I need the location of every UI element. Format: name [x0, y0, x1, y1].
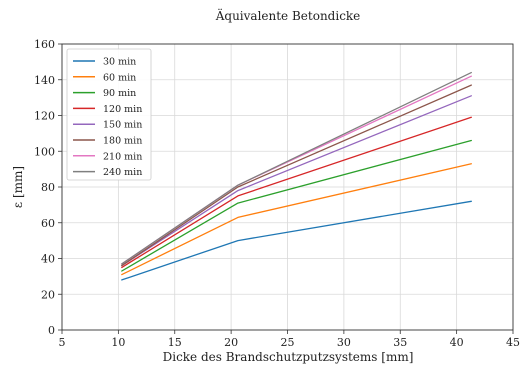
y-tick-label: 100	[34, 145, 55, 158]
y-tick-label: 40	[41, 253, 55, 266]
series-line-30-min	[121, 200, 472, 281]
x-tick-label: 15	[168, 336, 182, 349]
legend: 30 min 60 min 90 min 120 min 150 min 180 min 2…	[66, 48, 152, 181]
legend-entry: 90 min	[103, 88, 136, 99]
legend-entry: 150 min	[103, 120, 142, 131]
y-axis-label: ε [mm]	[11, 166, 25, 208]
series-line-120-min	[121, 116, 472, 269]
x-tick-label: 10	[111, 336, 125, 349]
axis-ticks: 5 10 15 20 25 30 35 40 45 0 20 40 60 80 100 120 140 160	[34, 38, 520, 349]
series-line-240-min	[121, 71, 472, 265]
series-line-150-min	[121, 95, 472, 267]
legend-entry: 30 min	[103, 57, 136, 68]
y-tick-label: 0	[48, 324, 55, 337]
x-tick-label: 20	[224, 336, 238, 349]
y-tick-label: 60	[41, 217, 55, 230]
series-line-180-min	[121, 84, 472, 267]
x-tick-label: 25	[281, 336, 295, 349]
x-tick-label: 30	[337, 336, 351, 349]
chart-title: Äquivalente Betondicke	[215, 7, 361, 23]
x-tick-label: 45	[506, 336, 520, 349]
x-axis-label: Dicke des Brandschutzputzsystems [mm]	[163, 350, 414, 364]
y-tick-label: 160	[34, 38, 55, 51]
legend-entry: 210 min	[103, 151, 142, 162]
y-tick-label: 20	[41, 288, 55, 301]
legend-box	[66, 48, 152, 181]
y-tick-label: 140	[34, 74, 55, 87]
legend-entry: 60 min	[103, 72, 136, 83]
legend-entry: 180 min	[103, 136, 142, 147]
y-tick-label: 120	[34, 110, 55, 123]
y-tick-label: 80	[41, 181, 55, 194]
legend-entry: 120 min	[103, 104, 142, 115]
series-line-60-min	[121, 163, 472, 276]
x-tick-label: 35	[393, 336, 407, 349]
series-line-90-min	[121, 139, 472, 272]
legend-entry: 240 min	[103, 167, 142, 178]
series-lines	[121, 71, 472, 281]
x-tick-label: 5	[59, 336, 66, 349]
x-tick-label: 40	[450, 336, 464, 349]
